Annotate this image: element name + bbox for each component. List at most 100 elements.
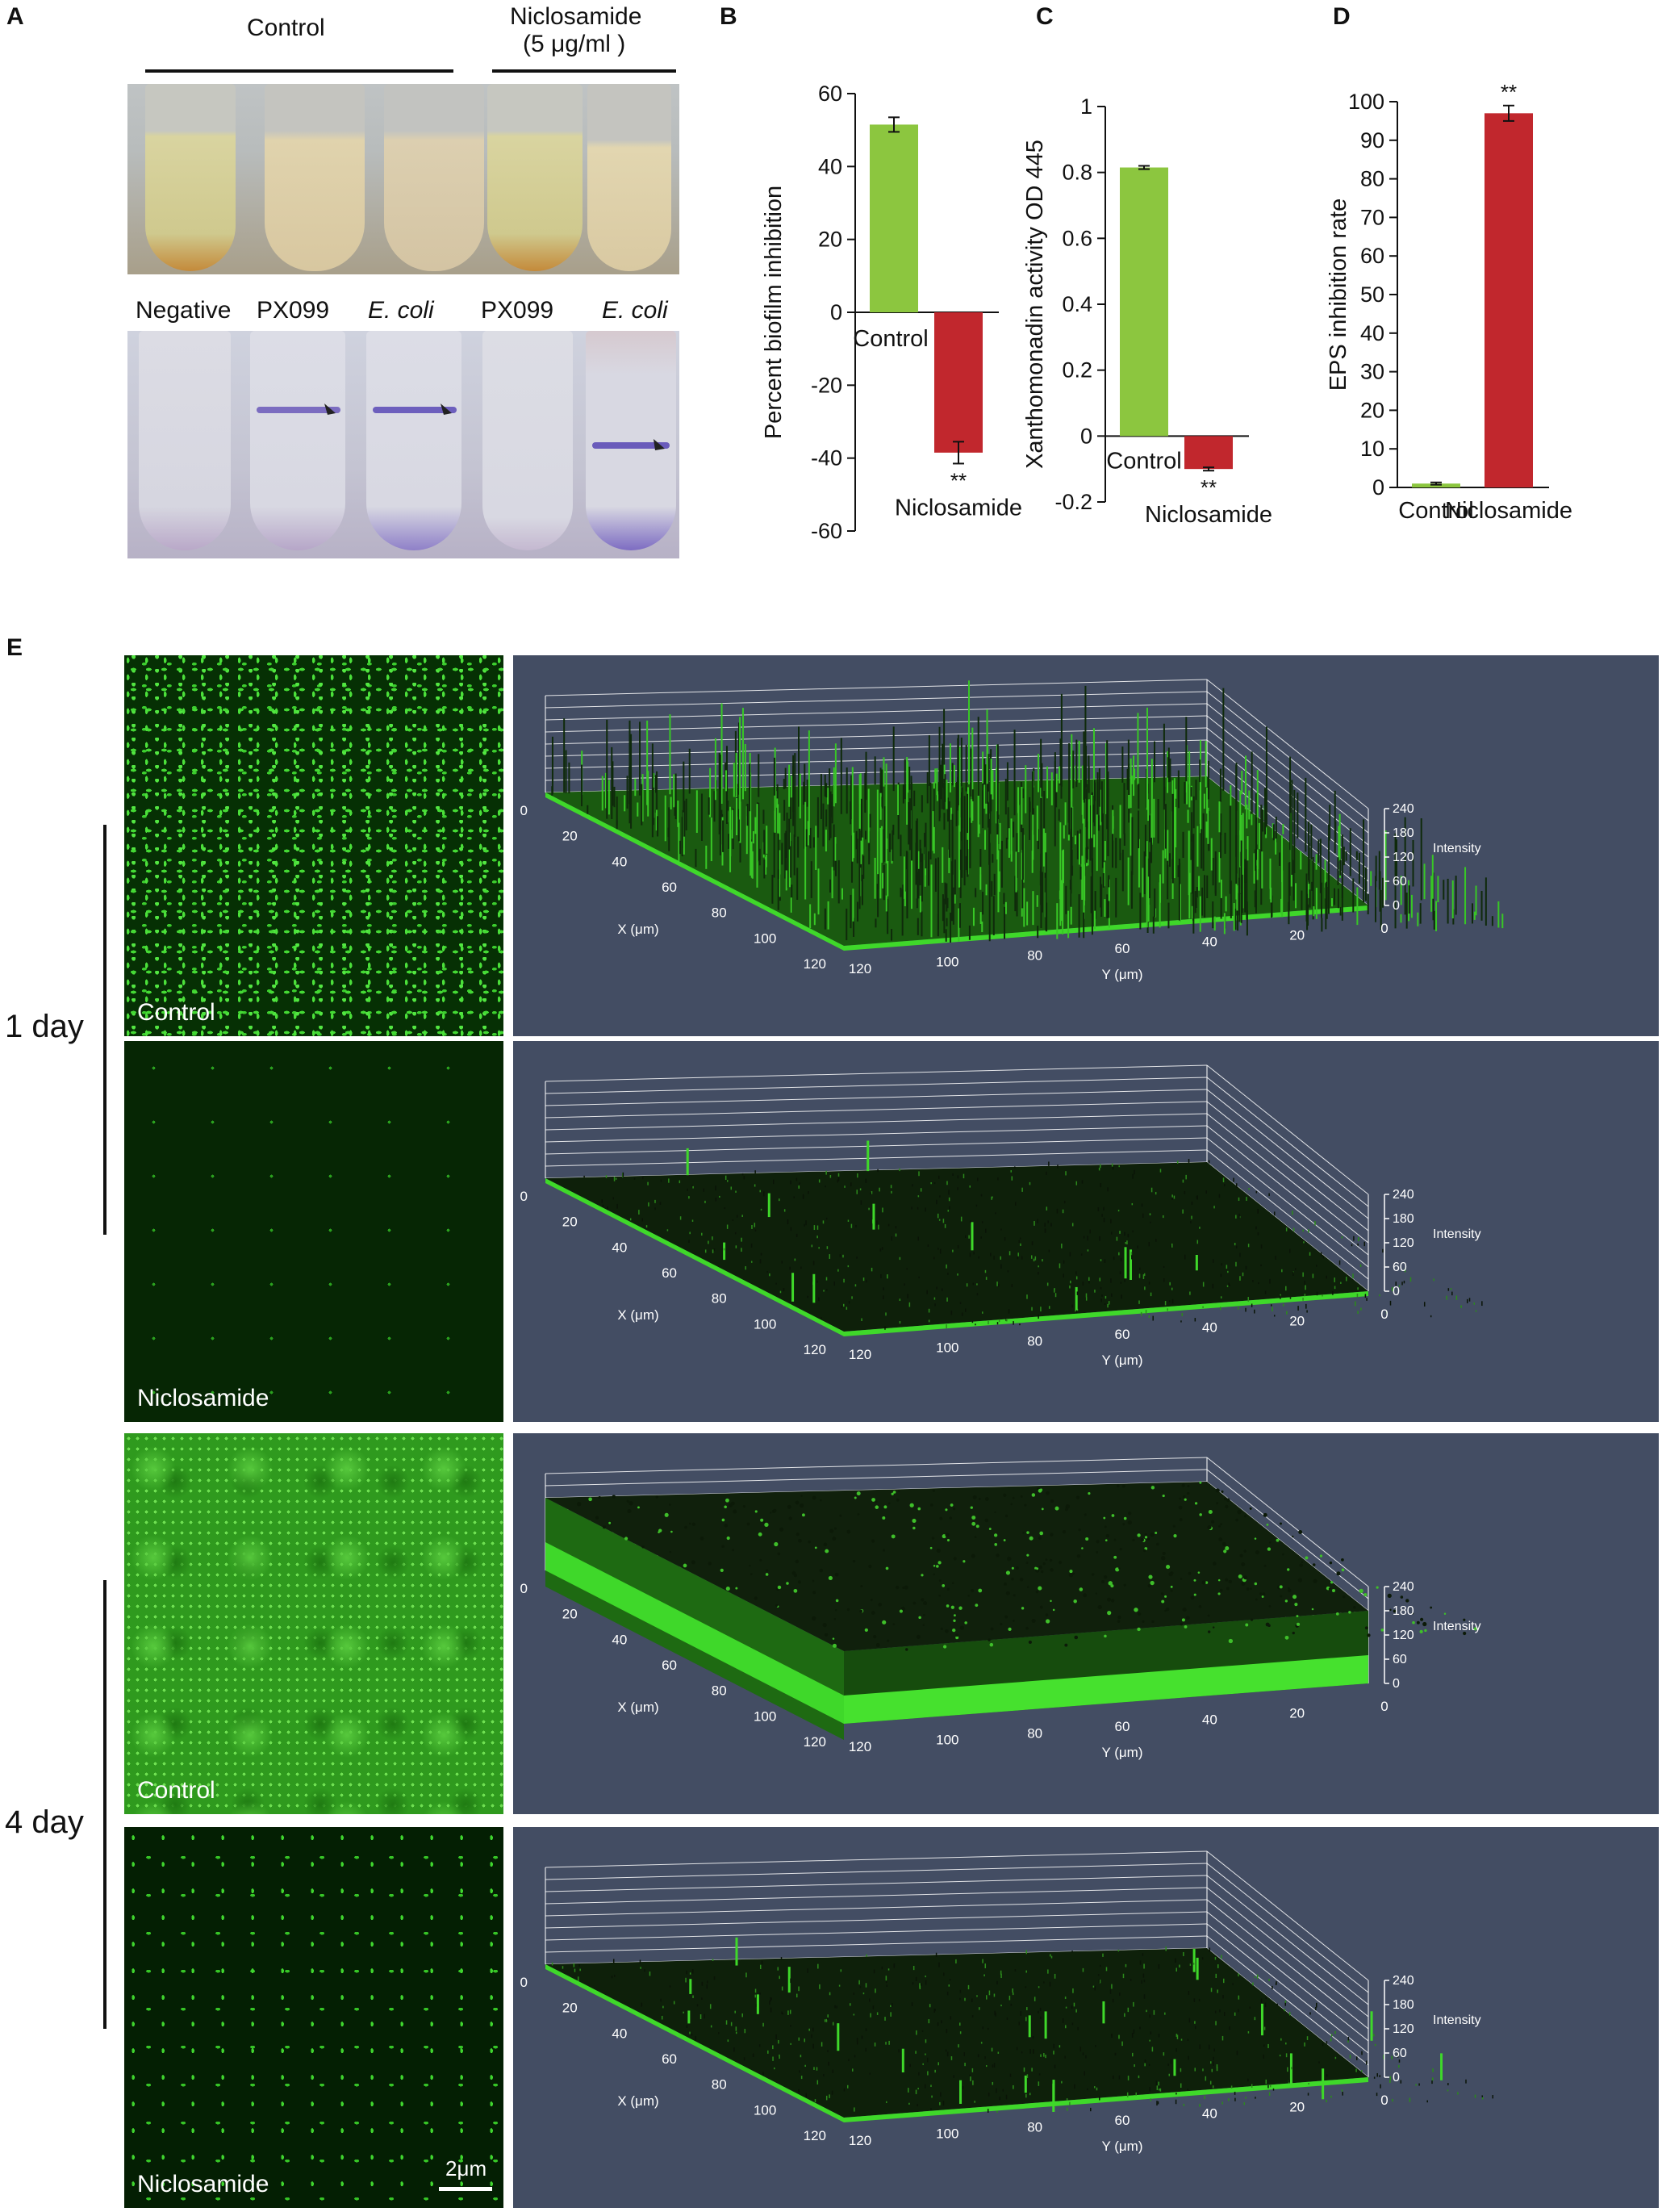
surface-speck xyxy=(1178,1505,1183,1510)
surface-speck xyxy=(1292,1595,1297,1599)
surface-speck xyxy=(1411,1612,1414,1615)
intensity-tick-label: 0 xyxy=(1393,899,1400,913)
surface-speck xyxy=(1235,1518,1238,1522)
surface-speck xyxy=(1342,1595,1346,1599)
surface-speck xyxy=(1208,1509,1213,1515)
surface-speck xyxy=(1194,1502,1198,1505)
surface-speck xyxy=(1108,1581,1113,1586)
surface-speck xyxy=(1088,1492,1091,1495)
scale-bar xyxy=(439,2187,492,2191)
intensity-tick-label: 0 xyxy=(1393,2071,1400,2084)
surface-speck xyxy=(873,1634,877,1639)
surface-speck xyxy=(795,1559,800,1564)
y-tick-label: 120 xyxy=(849,1347,871,1362)
surface-speck xyxy=(1262,1592,1266,1596)
surface-speck xyxy=(1143,1549,1146,1553)
surface-speck xyxy=(1004,1615,1008,1619)
surface-speck xyxy=(1223,1497,1227,1501)
surface-speck xyxy=(1127,1520,1133,1525)
surface-speck xyxy=(1168,1572,1173,1577)
surface-speck xyxy=(1050,1533,1054,1537)
intensity-tick-label: 60 xyxy=(1393,875,1407,889)
panel-a-treatment-header-line1: Niclosamide xyxy=(510,3,642,30)
tube-control-px099 xyxy=(265,84,365,271)
surface-speck xyxy=(732,1549,735,1552)
y-tick-label: 50 xyxy=(1360,282,1384,307)
side-wall-gridline xyxy=(1206,751,1369,882)
surface-speck xyxy=(691,1560,695,1565)
surface-speck xyxy=(933,1565,936,1567)
surface-speck xyxy=(1096,1551,1099,1553)
category-label: Niclosamide xyxy=(1445,498,1572,524)
surface-speck xyxy=(766,1569,769,1572)
surface-speck xyxy=(1184,1498,1187,1501)
surface-speck xyxy=(833,1618,837,1620)
x-tick-label: 40 xyxy=(612,2026,627,2041)
surface-speck xyxy=(759,1558,762,1562)
surface-speck xyxy=(990,1627,994,1631)
surface-speck xyxy=(917,1507,921,1511)
surface-speck xyxy=(1179,1497,1182,1500)
surface-speck xyxy=(944,1629,949,1633)
surface-speck xyxy=(1164,1595,1167,1598)
surface-speck xyxy=(1110,1599,1115,1603)
surface-speck xyxy=(770,1512,772,1514)
surface-speck xyxy=(1263,1564,1267,1567)
surface-speck xyxy=(939,1516,943,1520)
surface-speck xyxy=(1359,1588,1363,1594)
surface-speck xyxy=(1144,1533,1147,1537)
surface-speck xyxy=(975,1524,979,1528)
back-wall-gridline xyxy=(545,1899,1208,1917)
surface-speck xyxy=(1025,1562,1029,1565)
intensity-tick-label: 60 xyxy=(1393,2047,1407,2060)
surface-speck xyxy=(1113,1538,1117,1541)
surface-speck xyxy=(896,1586,900,1590)
back-wall-gridline xyxy=(545,1457,1208,1474)
surface-speck xyxy=(1104,1525,1107,1528)
surface-speck xyxy=(612,1495,616,1499)
surface-speck xyxy=(989,1642,994,1647)
surface-speck xyxy=(829,1528,834,1533)
y-tick-label: 0 xyxy=(1380,2093,1388,2108)
biofilm-ring xyxy=(373,407,457,413)
y-tick-label: 0 xyxy=(1380,1699,1388,1714)
surface-speck xyxy=(1107,1611,1112,1616)
surface-speck xyxy=(1134,1608,1138,1612)
surface-speck xyxy=(958,1606,963,1610)
surface-speck xyxy=(595,1516,599,1520)
surface-speck xyxy=(775,1604,779,1608)
surface-speck xyxy=(1250,1587,1252,1591)
side-wall-gridline xyxy=(1206,1137,1369,1268)
surface-speck xyxy=(1019,1577,1024,1582)
surface-speck xyxy=(628,1501,633,1506)
surface-speck xyxy=(936,1565,939,1568)
surface-speck xyxy=(1012,1620,1015,1622)
surface-speck xyxy=(688,1522,691,1525)
surface-speck xyxy=(1079,1587,1084,1591)
y-tick-label: 0 xyxy=(1372,475,1384,500)
surface-speck xyxy=(1254,1582,1258,1586)
surface-speck xyxy=(871,1498,875,1502)
surface-speck xyxy=(923,1601,928,1606)
back-wall-gridline xyxy=(545,739,1208,757)
y-tick-label: 30 xyxy=(1360,360,1384,384)
back-wall-gridline xyxy=(545,679,1208,696)
surface-speck xyxy=(608,1521,612,1524)
surface-speck xyxy=(1217,1592,1221,1595)
side-wall-gridline xyxy=(1206,1899,1369,2030)
surface-speck xyxy=(994,1543,998,1546)
bar-control xyxy=(870,124,918,312)
back-wall-gridline xyxy=(545,1935,1208,1953)
surface-speck xyxy=(1254,1537,1257,1540)
surface-speck xyxy=(1218,1524,1221,1528)
intensity-axis-label: Intensity xyxy=(1433,2013,1481,2027)
surface-speck xyxy=(1420,1617,1424,1621)
surface-speck xyxy=(814,1546,817,1549)
surface-speck xyxy=(1319,1554,1323,1558)
bar-niclosamide xyxy=(934,312,983,453)
surface-speck xyxy=(779,1527,784,1532)
surface-speck xyxy=(868,1564,872,1569)
y-tick-label: 40 xyxy=(818,154,842,178)
surface-speck xyxy=(1161,1599,1165,1604)
surface-speck xyxy=(882,1516,886,1520)
